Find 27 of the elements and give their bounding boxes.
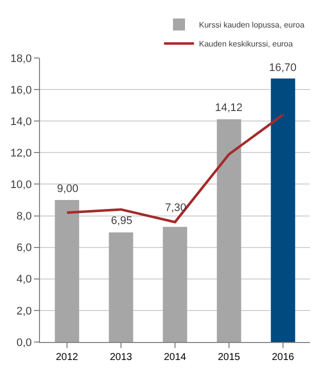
- data-label: 6,95: [111, 215, 132, 227]
- data-label: 9,00: [57, 183, 78, 195]
- y-tick-label: 8,0: [16, 210, 32, 223]
- y-tick-label: 2,0: [16, 305, 32, 318]
- bar: [162, 226, 188, 342]
- bar: [216, 119, 242, 342]
- y-tick-label: 10,0: [10, 179, 32, 192]
- bar: [54, 200, 80, 342]
- x-tick-label: 2013: [110, 352, 133, 363]
- y-tick-label: 18,0: [10, 52, 32, 65]
- y-tick-label: 4,0: [16, 274, 32, 286]
- y-tick-label: 16,0: [10, 84, 32, 96]
- y-tick-label: 12,0: [10, 148, 32, 160]
- legend-label: Kauden keskikurssi, euroa: [199, 40, 294, 49]
- bar: [108, 232, 134, 342]
- y-tick-label: 6,0: [16, 242, 32, 254]
- y-tick-label: 14,0: [10, 116, 32, 128]
- x-tick-label: 2014: [164, 352, 187, 363]
- x-tick-label: 2016: [272, 352, 295, 363]
- y-tick-label: 0,0: [16, 336, 32, 349]
- x-tick-label: 2012: [56, 352, 79, 363]
- data-label: 16,70: [269, 62, 297, 74]
- x-tick-label: 2015: [218, 352, 241, 363]
- legend-label: Kurssi kauden lopussa, euroa: [199, 20, 305, 30]
- data-label: 14,12: [215, 102, 243, 114]
- data-label: 7,30: [165, 202, 186, 214]
- bar: [270, 78, 296, 342]
